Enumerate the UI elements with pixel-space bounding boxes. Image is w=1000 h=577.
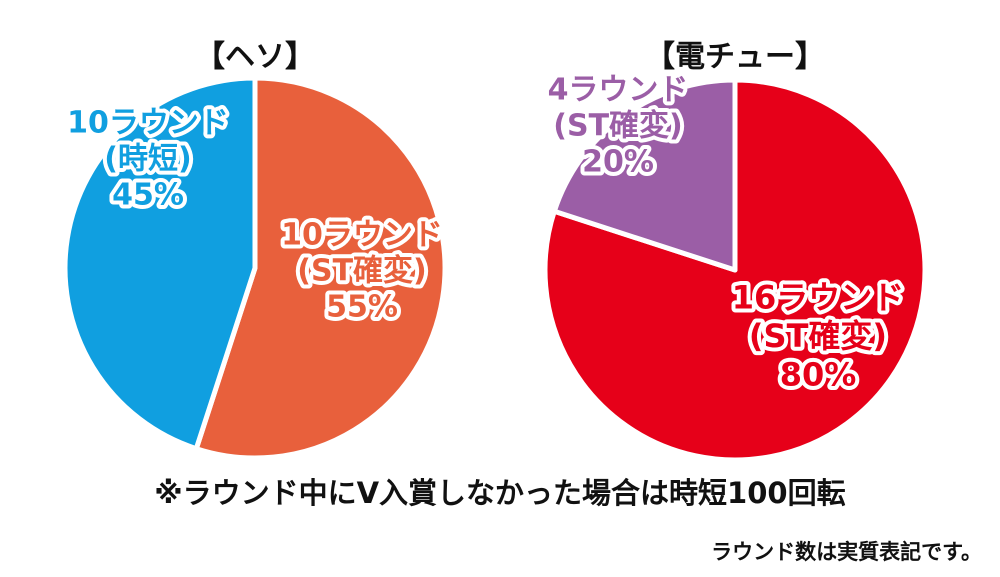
- slice-label-line: (ST確変): [749, 317, 887, 355]
- slice-label-line: 16ラウンド: [732, 279, 905, 317]
- pie-slice: [62, 75, 258, 452]
- footnote: ラウンド数は実質表記です。: [711, 540, 982, 564]
- chart-title: 【電チュー】: [645, 40, 825, 75]
- slice-label-line: 4ラウンド: [548, 73, 689, 108]
- slice-label-line: 10ラウンド: [281, 218, 443, 253]
- slice-label: 4ラウンド(ST確変) 20%: [548, 73, 689, 180]
- slice-label-line: (ST確変): [297, 254, 427, 289]
- slice-label-line: (ST確変): [553, 109, 683, 144]
- slice-label-line: 55%: [326, 290, 398, 325]
- pie-slice: [551, 77, 738, 273]
- slice-label-line: 80%: [780, 355, 857, 393]
- slice-label: 16ラウンド(ST確変) 80%: [732, 279, 905, 394]
- slice-label-line: (時短): [104, 142, 191, 177]
- pie-slice: [193, 75, 448, 461]
- chart-title: 【ヘソ】: [195, 40, 315, 75]
- pie-charts: 【ヘソ】10ラウンド(ST確変) 55%10ラウンド(時短) 45%【電チュー】16…: [62, 39, 928, 463]
- slice-label: 10ラウンド(時短) 45%: [67, 106, 229, 213]
- pie-chart-2: 【電チュー】16ラウンド(ST確変) 80%4ラウンド(ST確変) 20%: [542, 40, 928, 463]
- slice-label-line: 45%: [112, 178, 184, 213]
- pie-chart-1: 【ヘソ】10ラウンド(ST確変) 55%10ラウンド(時短) 45%: [62, 40, 448, 461]
- main-note: ※ラウンド中にV入賞しなかった場合は時短100回転: [154, 476, 846, 510]
- slice-label: 10ラウンド(ST確変) 55%: [281, 218, 443, 325]
- slice-label-line: 10ラウンド: [67, 106, 229, 141]
- slice-label-line: 20%: [582, 145, 654, 180]
